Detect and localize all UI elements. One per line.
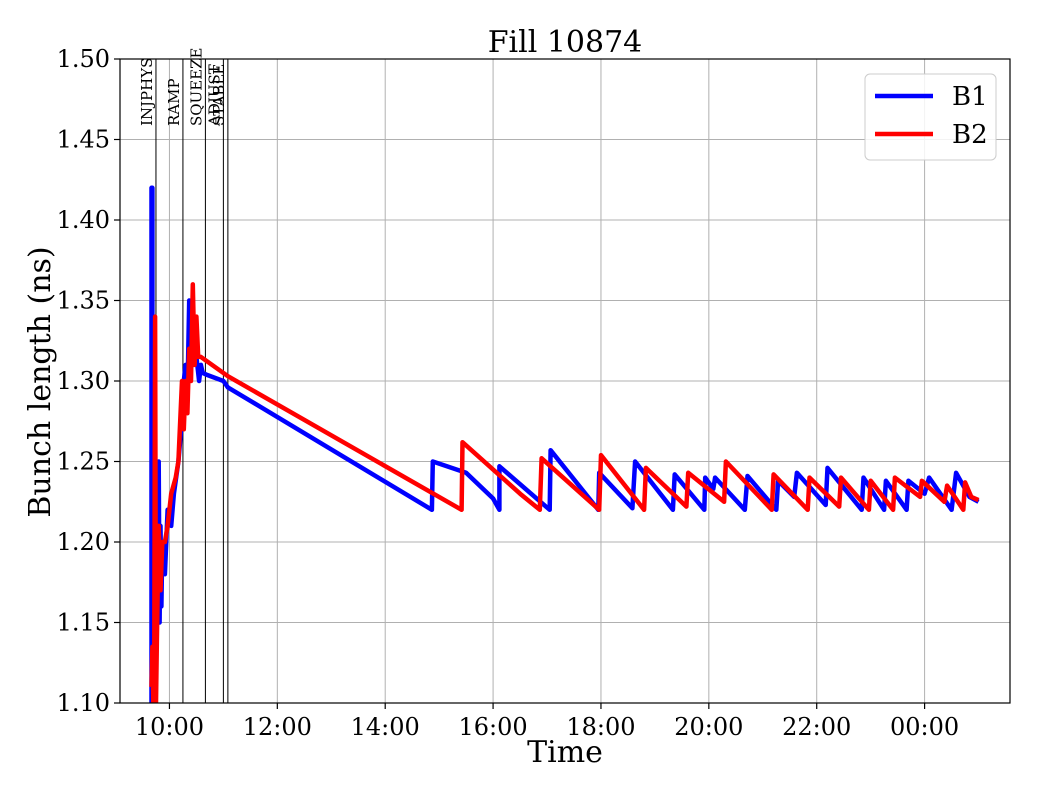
x-tick-label: 22:00 [782,713,851,741]
series-b2-line [149,282,980,703]
x-tick-label: 16:00 [458,713,527,741]
x-tick-label: 14:00 [351,713,420,741]
y-tick-label: 1.15 [57,609,110,637]
x-axis-label: Time [527,735,603,770]
chart-title: Fill 10874 [488,25,643,60]
y-tick-label: 1.10 [57,689,110,717]
mode-marker-label: ADJUST [205,64,223,127]
legend-label-b1: B1 [952,82,988,112]
y-tick-label: 1.45 [57,126,110,154]
y-tick-label: 1.40 [57,206,110,234]
x-tick-label: 00:00 [890,713,959,741]
mode-marker-label: INJPHYS [138,58,156,126]
axis-ticks: 10:00 12:00 14:00 16:00 18:00 20:00 22:00 00:00… [57,45,960,741]
x-tick-label: 12:00 [243,713,312,741]
mode-marker-label: RAMP [165,78,183,126]
mode-marker-label: STABLE [210,64,228,126]
x-tick-label: 20:00 [674,713,743,741]
y-tick-label: 1.25 [57,448,110,476]
legend-label-b2: B2 [952,120,988,150]
series-group [149,185,980,703]
y-tick-label: 1.30 [57,367,110,395]
y-tick-label: 1.20 [57,528,110,556]
x-tick-label: 18:00 [566,713,635,741]
y-tick-label: 1.50 [57,45,110,73]
y-axis-label: Bunch length (ns) [23,246,58,517]
y-tick-label: 1.35 [57,287,110,315]
x-tick-label: 10:00 [135,713,204,741]
mode-marker-label: SQUEEZE [187,47,205,126]
